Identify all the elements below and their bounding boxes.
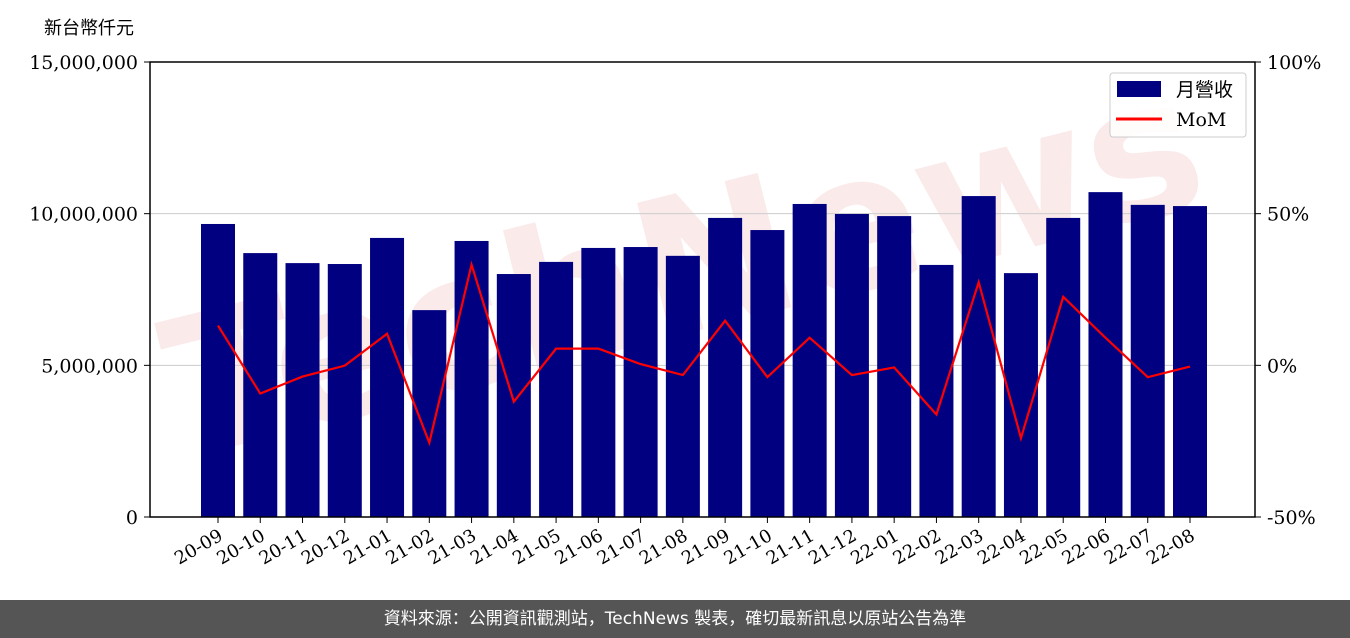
left-tick-label: 10,000,000	[29, 204, 138, 226]
bar-21-05	[539, 261, 574, 517]
bar-21-03	[454, 240, 489, 517]
bar-21-08	[665, 255, 700, 517]
legend-label-mom: MoM	[1176, 109, 1226, 131]
left-tick-label: 0	[126, 507, 138, 529]
bar-20-09	[201, 223, 235, 518]
bar-22-05	[1046, 217, 1081, 517]
legend-label-revenue: 月營收	[1176, 79, 1233, 101]
bar-22-03	[961, 196, 996, 517]
right-tick-label: 100%	[1267, 52, 1321, 74]
bar-20-10	[243, 253, 278, 517]
mom-line	[217, 260, 1191, 447]
bar-22-07	[1130, 204, 1165, 517]
right-tick-label: 50%	[1267, 204, 1309, 226]
left-tick-label: 5,000,000	[41, 355, 138, 377]
bar-21-04	[496, 274, 531, 517]
right-tick-label: 0%	[1267, 355, 1297, 377]
plot-frame	[149, 61, 1256, 518]
bar-21-01	[370, 237, 405, 517]
x-tick-label: 22-08	[1143, 525, 1198, 569]
bar-21-11	[792, 203, 827, 517]
source-footer: 資料來源：公開資訊觀測站，TechNews 製表，確切最新訊息以原站公告為準	[0, 600, 1350, 638]
bar-20-12	[327, 264, 362, 517]
left-tick-label: 15,000,000	[29, 52, 138, 74]
bar-22-08	[1173, 206, 1207, 518]
revenue-chart: TechNews05,000,00010,000,00015,000,000-5…	[29, 31, 1321, 569]
bar-21-06	[581, 247, 616, 517]
bar-22-06	[1088, 192, 1123, 517]
right-tick-label: -50%	[1267, 507, 1316, 529]
bar-22-02	[919, 264, 954, 517]
bar-21-07	[623, 247, 658, 518]
bar-21-09	[708, 217, 743, 517]
legend-bar-swatch	[1117, 81, 1161, 97]
y-axis-unit-label: 新台幣仟元	[44, 18, 134, 39]
bar-21-10	[750, 230, 785, 517]
bar-20-11	[285, 263, 320, 517]
